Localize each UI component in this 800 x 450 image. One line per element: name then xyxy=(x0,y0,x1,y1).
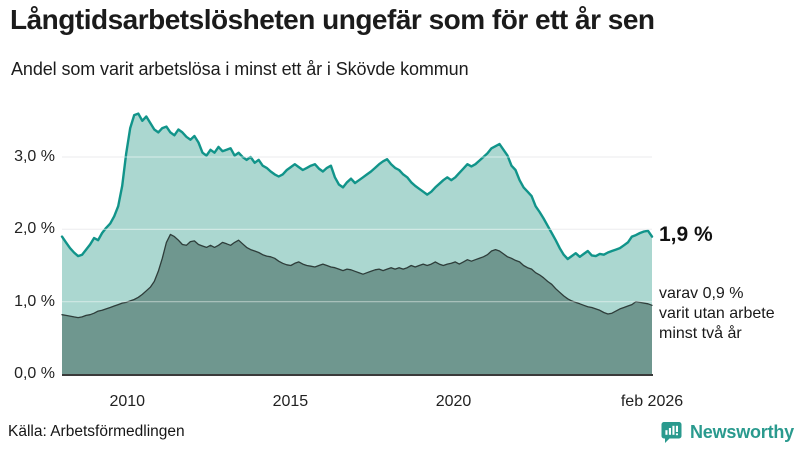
latest-value-label: 1,9 % xyxy=(659,223,713,246)
source-note: Källa: Arbetsförmedlingen xyxy=(8,423,185,440)
x-axis-label: 2010 xyxy=(109,393,146,410)
two-year-annotation-line1: varav 0,9 % xyxy=(659,285,744,302)
y-axis-label: 0,0 % xyxy=(14,365,55,382)
y-axis-label: 2,0 % xyxy=(14,220,55,238)
x-axis-label: feb 2026 xyxy=(620,393,684,410)
y-axis-label: 3,0 % xyxy=(14,148,55,165)
newsworthy-wordmark: Newsworthy xyxy=(689,421,794,442)
two-year-annotation-line3: minst två år xyxy=(659,325,742,342)
page-title: Långtidsarbetslösheten ungefär som för e… xyxy=(10,4,655,35)
newsworthy-bubble-chart-icon xyxy=(660,421,683,444)
two-year-annotation: varav 0,9 % varit utan arbete minst två … xyxy=(659,284,775,344)
chart-subtitle: Andel som varit arbetslösa i minst ett å… xyxy=(11,59,469,79)
newsworthy-logo: Newsworthy xyxy=(660,419,794,445)
x-axis-label: 2020 xyxy=(435,393,472,410)
x-axis-label: 2015 xyxy=(272,393,309,410)
y-axis-label: 1,0 % xyxy=(14,292,55,310)
two-year-annotation-line2: varit utan arbete xyxy=(659,305,775,322)
